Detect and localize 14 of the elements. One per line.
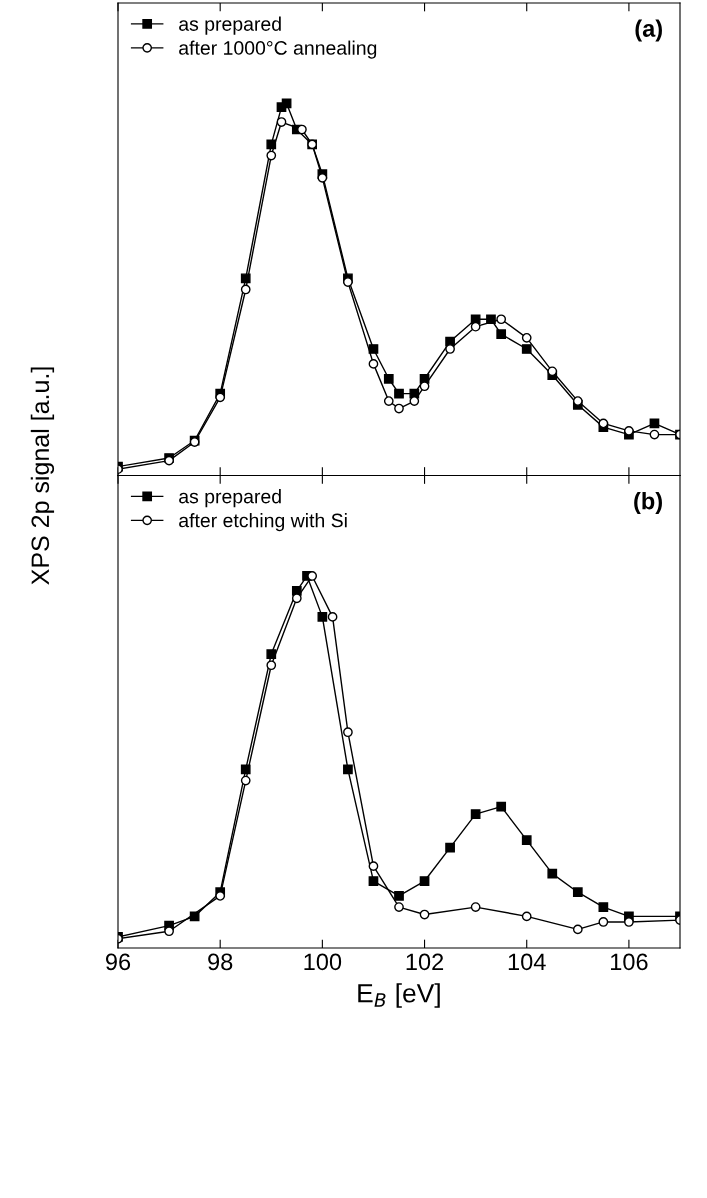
legend-label: after etching with Si [179,513,347,532]
x-tick-label: 96 [105,953,131,971]
text: (b) [634,492,662,515]
x-tick-label: 102 [406,953,444,971]
text: (a) [635,19,662,42]
legend-label: after 1000°C annealing [179,40,377,59]
x-tick-label: 100 [304,953,342,971]
x-axis-title: E$_{B}$ [eV] [358,983,440,1008]
x-tick-label: 104 [508,953,546,971]
x-tick-label: 98 [208,953,233,971]
x-tick-label: 106 [611,953,648,971]
y-axis-title: XPS 2p signal [a.u.] [30,367,55,585]
legend-label: as prepared [179,489,281,508]
legend-label: as prepared [179,16,281,35]
